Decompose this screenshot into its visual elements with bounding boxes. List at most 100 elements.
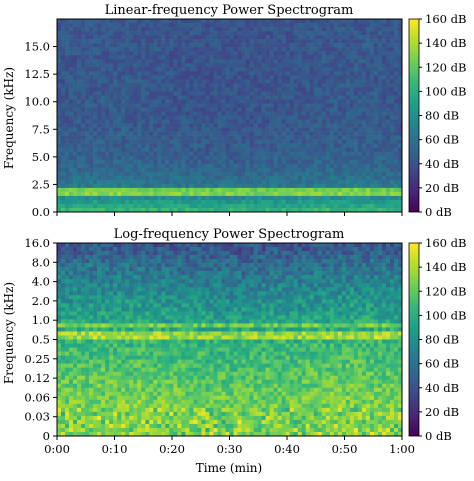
heatmap-cell (193, 251, 198, 256)
heatmap-cell (301, 75, 307, 80)
heatmap-cell (269, 87, 274, 92)
heatmap-cell (397, 59, 403, 64)
heatmap-cell (349, 151, 355, 157)
heatmap-cell (345, 123, 351, 128)
heatmap-cell (165, 119, 170, 124)
heatmap-cell (313, 23, 319, 28)
heatmap-cell (205, 23, 210, 28)
heatmap-cell (265, 87, 270, 92)
heatmap-cell (89, 115, 94, 120)
heatmap-cell (377, 171, 383, 177)
heatmap-cell (321, 123, 327, 128)
heatmap-cell (73, 99, 78, 104)
heatmap-cell (301, 271, 307, 276)
heatmap-cell (281, 167, 286, 173)
heatmap-cell (341, 259, 347, 264)
heatmap-cell (369, 207, 375, 213)
heatmap-cell (85, 71, 90, 76)
heatmap-cell (225, 63, 230, 68)
heatmap-cell (161, 139, 166, 144)
heatmap-cell (105, 127, 110, 132)
heatmap-cell (165, 199, 170, 205)
heatmap-cell (357, 67, 363, 72)
heatmap-cell (333, 243, 339, 248)
heatmap-cell (97, 171, 102, 177)
heatmap-cell (209, 43, 214, 48)
heatmap-cell (357, 143, 363, 148)
heatmap-cell (149, 83, 154, 88)
heatmap-cell (97, 87, 102, 92)
heatmap-cell (209, 159, 214, 165)
heatmap-cell (209, 87, 214, 92)
heatmap-cell (225, 51, 230, 56)
heatmap-cell (381, 71, 387, 76)
heatmap-cell (69, 151, 74, 157)
heatmap-cell (153, 275, 158, 280)
heatmap-cell (373, 111, 379, 116)
heatmap-cell (293, 207, 298, 213)
heatmap-cell (321, 263, 327, 268)
heatmap-cell (297, 47, 303, 52)
heatmap-cell (65, 51, 70, 56)
heatmap-cell (81, 43, 86, 48)
heatmap-cell (357, 139, 363, 144)
heatmap-cell (217, 123, 222, 128)
heatmap-cell (249, 259, 254, 264)
heatmap-cell (217, 55, 222, 60)
heatmap-cell (273, 135, 278, 140)
heatmap-cell (309, 87, 315, 92)
heatmap-cell (313, 43, 319, 48)
heatmap-cell (205, 167, 210, 173)
heatmap-cell (185, 111, 190, 116)
heatmap-cell (117, 67, 122, 72)
heatmap-cell (261, 31, 266, 36)
heatmap-cell (385, 187, 391, 193)
heatmap-cell (249, 19, 254, 24)
heatmap-cell (193, 131, 198, 136)
colorbar-tick-label: 100 dB (425, 84, 466, 98)
heatmap-cell (257, 35, 262, 40)
heatmap-cell (125, 91, 130, 96)
heatmap-cell (265, 91, 270, 96)
heatmap-cell (173, 63, 178, 68)
heatmap-cell (249, 195, 254, 201)
heatmap-cell (353, 63, 359, 68)
heatmap-cell (77, 199, 82, 205)
heatmap-cell (329, 119, 335, 124)
heatmap-cell (269, 155, 274, 161)
heatmap-cell (217, 27, 222, 32)
heatmap-cell (97, 59, 102, 64)
heatmap-cell (245, 47, 250, 52)
heatmap-cell (369, 255, 375, 260)
heatmap-cell (101, 83, 106, 88)
heatmap-cell (273, 119, 278, 124)
heatmap-cell (117, 43, 122, 48)
heatmap-cell (133, 99, 138, 104)
heatmap-cell (133, 251, 138, 256)
heatmap-cell (381, 19, 387, 24)
log-y-axis-label: Frequency (kHz) (2, 282, 16, 384)
heatmap-cell (285, 151, 290, 157)
heatmap-cell (217, 115, 222, 120)
heatmap-cell (61, 143, 66, 148)
heatmap-cell (65, 99, 70, 104)
heatmap-cell (145, 75, 150, 80)
heatmap-cell (201, 271, 206, 276)
heatmap-cell (389, 199, 395, 205)
heatmap-cell (269, 59, 274, 64)
heatmap-cell (341, 131, 347, 136)
heatmap-cell (65, 263, 70, 268)
heatmap-cell (353, 47, 359, 52)
heatmap-cell (77, 95, 82, 100)
heatmap-cell (361, 123, 367, 128)
heatmap-cell (257, 267, 262, 272)
heatmap-cell (57, 115, 62, 120)
heatmap-cell (193, 47, 198, 52)
heatmap-cell (373, 63, 379, 68)
heatmap-cell (121, 187, 126, 193)
heatmap-cell (353, 39, 359, 44)
heatmap-cell (345, 195, 351, 201)
heatmap-cell (101, 147, 106, 152)
heatmap-cell (289, 183, 294, 189)
heatmap-cell (393, 147, 399, 152)
